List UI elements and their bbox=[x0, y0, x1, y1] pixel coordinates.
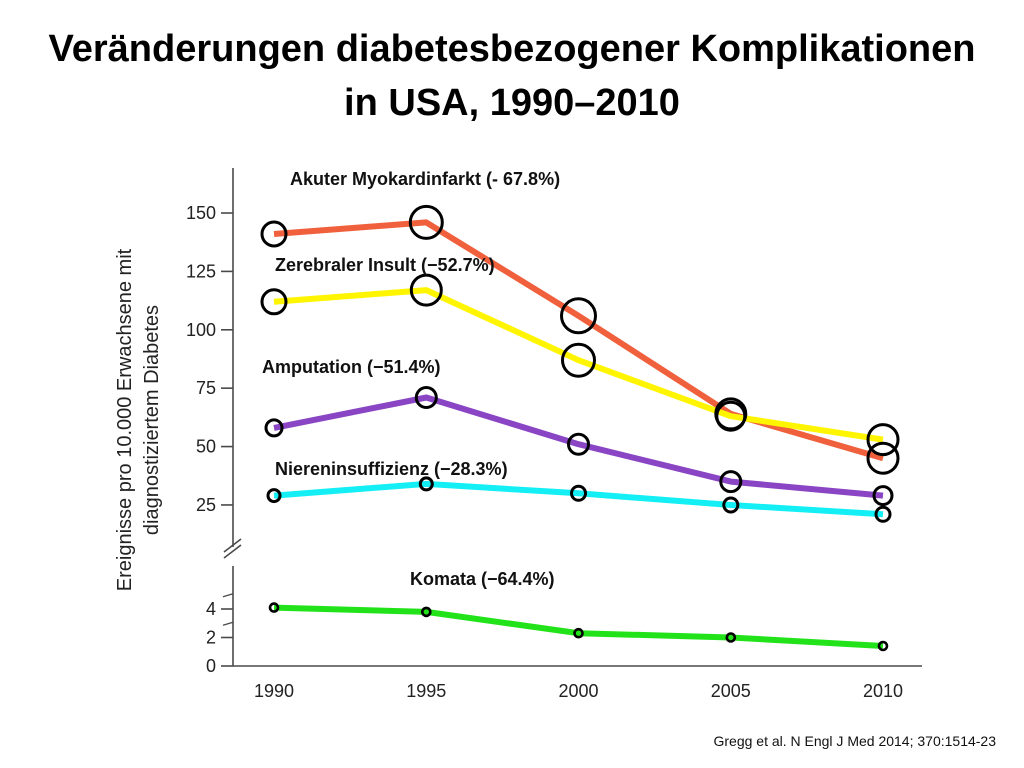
data-point-marker bbox=[260, 288, 288, 316]
data-point-marker bbox=[866, 441, 900, 475]
axis-break-mark bbox=[223, 544, 242, 559]
data-point-marker bbox=[877, 640, 889, 652]
data-point-marker bbox=[866, 423, 900, 457]
series-label: Niereninsuffizienz (−28.3%) bbox=[275, 459, 508, 479]
y-tick-label: 4 bbox=[206, 599, 216, 619]
series-label: Zerebraler Insult (−52.7%) bbox=[275, 255, 495, 275]
x-tick-label: 1990 bbox=[254, 681, 294, 701]
series-label: Amputation (−51.4%) bbox=[262, 357, 441, 377]
data-point-marker bbox=[570, 484, 587, 502]
data-point-markers bbox=[260, 204, 900, 652]
data-point-marker bbox=[264, 418, 284, 438]
data-point-marker bbox=[715, 400, 747, 432]
y-minor-tick-mark bbox=[222, 621, 234, 626]
series-line-4 bbox=[273, 604, 884, 649]
x-tick-label: 2010 bbox=[863, 681, 903, 701]
data-point-marker bbox=[872, 485, 894, 507]
data-point-marker bbox=[719, 470, 743, 494]
y-tick-label: 150 bbox=[186, 203, 216, 223]
data-point-marker bbox=[266, 488, 282, 504]
data-point-marker bbox=[408, 204, 444, 240]
series-line-1 bbox=[273, 287, 884, 443]
y-tick-label: 50 bbox=[196, 437, 216, 457]
data-point-marker bbox=[573, 627, 584, 639]
data-point-marker bbox=[414, 386, 438, 409]
x-tick-label: 2005 bbox=[711, 681, 751, 701]
x-tick-label: 2000 bbox=[558, 681, 598, 701]
axes: 25 50 75 100 125 150 0 2 4 1990 1995 2000 2005 2010 bbox=[186, 168, 922, 701]
y-tick-label: 2 bbox=[206, 628, 216, 648]
series-label: Komata (−64.4%) bbox=[410, 569, 555, 589]
y-tick-label: 75 bbox=[196, 378, 216, 398]
y-tick-label: 0 bbox=[206, 656, 216, 676]
x-tick-label: 1995 bbox=[406, 681, 446, 701]
data-point-marker bbox=[260, 220, 288, 248]
y-tick-label: 100 bbox=[186, 320, 216, 340]
y-tick-label: 25 bbox=[196, 495, 216, 515]
data-point-marker bbox=[725, 632, 737, 643]
data-point-marker bbox=[418, 476, 434, 492]
series-lines bbox=[273, 219, 884, 649]
data-point-marker bbox=[420, 606, 432, 618]
series-label: Akuter Myokardinfarkt (- 67.8%) bbox=[290, 169, 560, 189]
data-point-marker bbox=[874, 505, 892, 523]
data-point-marker bbox=[567, 432, 590, 456]
slide-title-line-1: Veränderungen diabetesbezogener Komplika… bbox=[48, 28, 976, 70]
y-tick-label: 125 bbox=[186, 261, 216, 281]
series-line-3 bbox=[273, 480, 884, 518]
axis-break-mark bbox=[223, 538, 242, 553]
citation-text: Gregg et al. N Engl J Med 2014; 370:1514… bbox=[713, 733, 996, 749]
series-labels: Akuter Myokardinfarkt (- 67.8%) Zerebrale… bbox=[262, 169, 560, 589]
y-axis-title-line-1: Ereignisse pro 10.000 Erwachsene mit bbox=[114, 248, 136, 591]
data-point-marker bbox=[268, 602, 280, 613]
y-axis-title-line-2: diagnostiziertem Diabetes bbox=[141, 305, 163, 535]
data-point-marker bbox=[722, 496, 740, 514]
y-axis-title: Ereignisse pro 10.000 Erwachsene mit dia… bbox=[114, 248, 163, 591]
slide-title: Veränderungen diabetesbezogener Komplika… bbox=[0, 22, 1024, 130]
data-point-marker bbox=[409, 273, 443, 307]
series-line-0 bbox=[273, 219, 884, 462]
series-line-2 bbox=[273, 394, 884, 499]
y-minor-tick-mark bbox=[222, 593, 234, 598]
data-point-marker bbox=[560, 297, 597, 335]
data-point-marker bbox=[561, 342, 596, 378]
slide-title-line-2: in USA, 1990–2010 bbox=[344, 82, 680, 124]
